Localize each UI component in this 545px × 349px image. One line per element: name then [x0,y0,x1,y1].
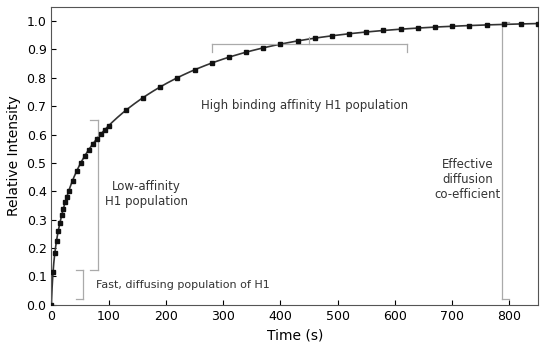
Y-axis label: Relative Intensity: Relative Intensity [7,95,21,216]
Text: Effective
diffusion
co-efficient: Effective diffusion co-efficient [434,158,501,201]
X-axis label: Time (s): Time (s) [267,328,323,342]
Text: Fast, diffusing population of H1: Fast, diffusing population of H1 [96,280,270,290]
Text: Low-affinity
H1 population: Low-affinity H1 population [105,180,188,208]
Text: High binding affinity H1 population: High binding affinity H1 population [201,99,408,112]
